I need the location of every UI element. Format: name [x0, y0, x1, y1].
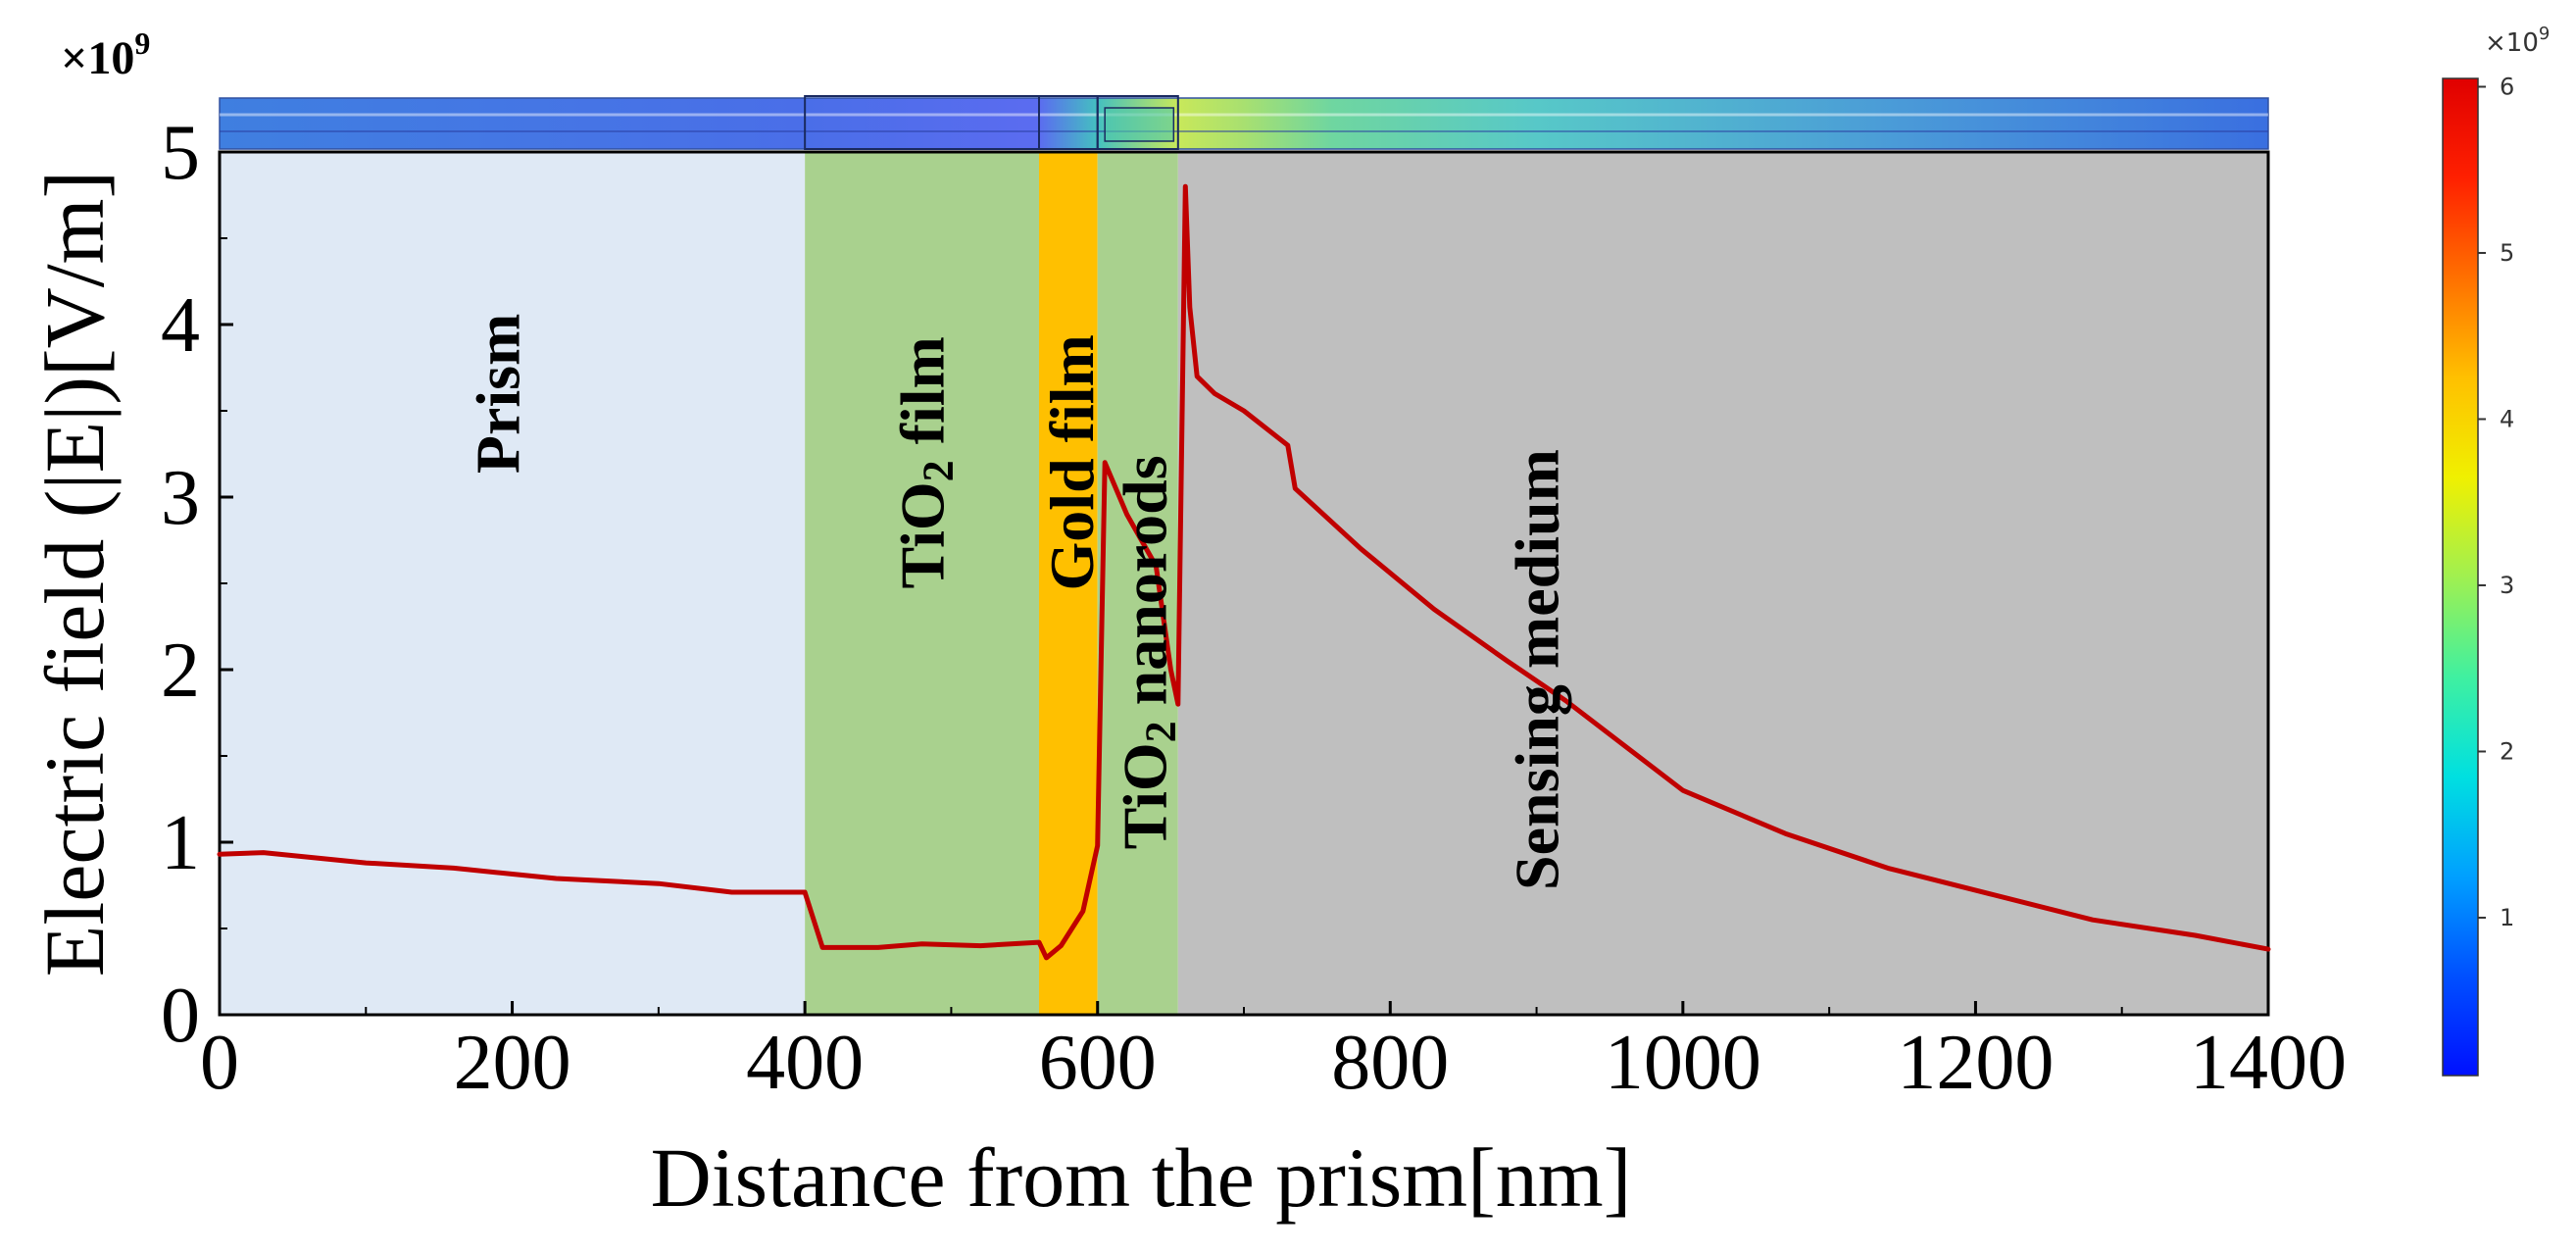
x-tick-label-1: 200: [454, 1020, 571, 1106]
colorbar-tick-label-4: 5: [2500, 239, 2514, 267]
colorbar-group: 1 2 3 4 5 6 ×109: [2442, 24, 2550, 1077]
top-strip-segment-2: [1096, 95, 1179, 150]
region-label-4: Sensing medium: [1502, 449, 1571, 890]
region-label-1: TiO2 film: [887, 336, 962, 588]
series-group: [217, 183, 2271, 961]
x-tick-label-7: 1400: [2190, 1020, 2347, 1106]
colorbar-tick-label-3: 4: [2500, 405, 2514, 432]
colorbar-tick-label-0: 1: [2500, 904, 2514, 931]
region-label-3: TiO2 nanorods: [1110, 455, 1184, 849]
y-tick-label-4: 4: [161, 282, 200, 369]
y-tick-label-0: 0: [161, 973, 200, 1059]
region-band-1: [805, 152, 1039, 1015]
region-band-2: [1039, 152, 1098, 1015]
x-axis-label: Distance from the prism[nm]: [651, 1130, 1632, 1225]
y-multiplier: ×109: [61, 25, 150, 84]
x-tick-label-4: 800: [1331, 1020, 1449, 1106]
colorbar-tick-label-1: 2: [2500, 737, 2514, 765]
x-tick-label-6: 1200: [1897, 1020, 2054, 1106]
colorbar-tick-label-5: 6: [2500, 73, 2514, 100]
y-tick-label-5: 5: [161, 110, 200, 196]
top-strip: [219, 97, 2269, 150]
colorbar-multiplier: ×109: [2485, 24, 2550, 58]
y-tick-label-3: 3: [161, 455, 200, 541]
top-strip-group: [219, 95, 2269, 150]
x-tick-label-3: 600: [1039, 1020, 1157, 1106]
series-line-0: [217, 183, 2271, 961]
x-tick-label-5: 1000: [1605, 1020, 1761, 1106]
region-group: [220, 152, 2268, 1015]
region-label-0: Prism: [463, 314, 532, 475]
x-tick-label-2: 400: [746, 1020, 864, 1106]
y-tick-label-1: 1: [161, 800, 200, 886]
region-band-0: [220, 152, 806, 1015]
colorbar-tick-label-2: 3: [2500, 572, 2514, 599]
x-tick-label-0: 0: [200, 1020, 239, 1106]
colorbar-bar: [2442, 77, 2479, 1077]
axes-group: 0 200 400 600 800 1000 1200 1400 0 1 2 3 4 5×109 Dista…: [27, 25, 2347, 1225]
y-tick-label-2: 2: [161, 627, 200, 714]
region-band-4: [1177, 152, 2268, 1015]
region-band-3: [1097, 152, 1178, 1015]
region-label-2: Gold film: [1036, 334, 1106, 590]
top-strip-nanorod: [1104, 107, 1175, 142]
y-axis-label: Electric field (|E|)[V/m]: [27, 171, 122, 977]
